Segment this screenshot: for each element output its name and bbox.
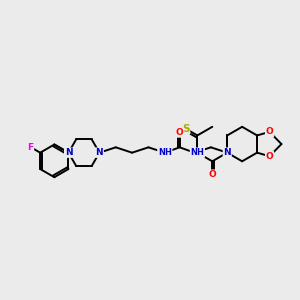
Text: O: O xyxy=(208,170,216,179)
Text: O: O xyxy=(266,128,273,136)
Text: N: N xyxy=(96,148,103,157)
Text: O: O xyxy=(266,152,273,161)
Text: F: F xyxy=(27,142,34,152)
Text: O: O xyxy=(176,128,184,137)
Text: NH: NH xyxy=(190,148,204,157)
Text: NH: NH xyxy=(158,148,172,157)
Text: N: N xyxy=(65,148,72,157)
Text: S: S xyxy=(182,124,190,134)
Text: N: N xyxy=(224,148,231,157)
